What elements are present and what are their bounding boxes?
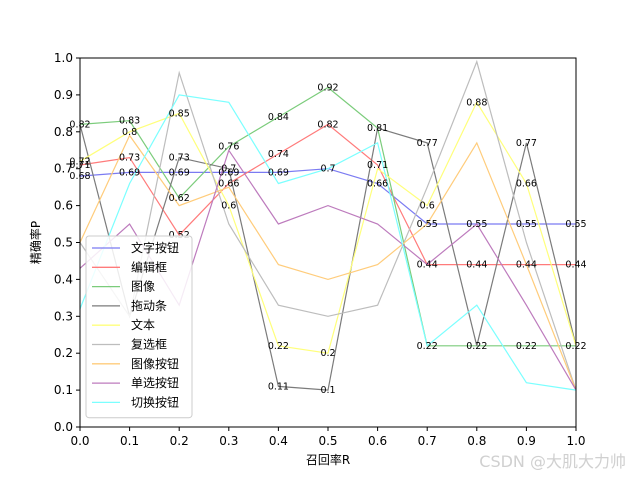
- series-layer: [79, 59, 577, 391]
- legend-entry: 图像按钮: [131, 356, 179, 371]
- data-label: 0.55: [466, 219, 487, 230]
- y-tick-label: 0.8: [54, 125, 73, 139]
- y-tick-label: 0.3: [54, 309, 73, 323]
- data-label: 0.69: [119, 167, 140, 178]
- data-label: 0.83: [119, 116, 140, 127]
- y-tick-label: 0.4: [54, 272, 73, 286]
- y-axis-label: 精确率P: [28, 221, 43, 264]
- legend-entry: 文字按钮: [131, 240, 179, 255]
- data-label: 0.11: [268, 381, 289, 392]
- data-label: 0.22: [466, 341, 487, 352]
- y-tick-label: 0.9: [54, 88, 73, 102]
- watermark: CSDN @大肌大力帅: [479, 452, 626, 471]
- legend-entry: 切换按钮: [131, 394, 179, 409]
- data-label: 0.69: [169, 167, 190, 178]
- x-tick-label: 0.3: [219, 434, 238, 448]
- data-label: 0.73: [169, 153, 190, 164]
- data-label: 0.77: [516, 138, 537, 149]
- legend-entry: 拖动条: [131, 299, 167, 313]
- data-label: 0.22: [516, 341, 537, 352]
- data-label: 0.77: [417, 138, 438, 149]
- y-tick-label: 0.6: [54, 199, 73, 213]
- data-label: 0.6: [221, 201, 236, 212]
- data-label: 0.74: [268, 149, 289, 160]
- series-line-5: [79, 101, 577, 354]
- data-label: 0.8: [122, 127, 137, 138]
- data-label: 0.7: [221, 164, 236, 175]
- data-label: 0.69: [218, 167, 239, 178]
- x-tick-label: 0.1: [120, 434, 139, 448]
- data-label: 0.76: [218, 142, 239, 153]
- data-label: 0.66: [516, 178, 537, 189]
- data-label: 0.71: [367, 160, 388, 171]
- series-line-7: [79, 134, 577, 391]
- y-tick-label: 0.5: [54, 236, 73, 250]
- legend-entry: 图像: [131, 280, 155, 294]
- x-tick-label: 1.0: [566, 434, 585, 448]
- y-tick-label: 0.0: [54, 420, 73, 434]
- data-label: 0.84: [268, 112, 289, 123]
- data-label: 0.7: [320, 164, 335, 175]
- data-label: 0.55: [516, 219, 537, 230]
- y-tick-label: 0.7: [54, 162, 73, 176]
- legend-entry: 复选框: [131, 338, 167, 352]
- x-axis-label: 召回率R: [306, 452, 350, 467]
- data-label: 0.6: [420, 201, 435, 212]
- legend-entry: 文本: [131, 317, 155, 332]
- data-label: 0.81: [367, 123, 388, 134]
- series-line-4: [79, 124, 577, 391]
- data-label: 0.69: [268, 167, 289, 178]
- legend-entry: 编辑框: [131, 259, 167, 274]
- data-label: 0.92: [317, 83, 338, 94]
- x-axis-ticks: 0.0 0.1 0.2 0.3 0.4 0.5 0.6 0.7 0.8 0.9 1.0: [70, 427, 586, 448]
- data-label: 0.73: [119, 153, 140, 164]
- series-line-6: [79, 59, 577, 391]
- y-tick-label: 0.2: [54, 346, 73, 360]
- y-tick-label: 0.1: [54, 383, 73, 397]
- x-tick-label: 0.5: [318, 434, 337, 448]
- data-label: 0.22: [268, 341, 289, 352]
- x-tick-label: 0.0: [70, 434, 89, 448]
- x-tick-label: 0.7: [418, 434, 437, 448]
- data-label: 0.44: [417, 260, 438, 271]
- x-tick-label: 0.9: [517, 434, 536, 448]
- data-label: 0.22: [417, 341, 438, 352]
- data-label: 0.85: [169, 108, 190, 119]
- data-label: 0.44: [516, 260, 537, 271]
- data-label: 0.2: [320, 348, 335, 359]
- data-label: 0.82: [317, 119, 338, 130]
- x-tick-label: 0.2: [170, 434, 189, 448]
- data-label: 0.1: [320, 385, 335, 396]
- series-line-9: [79, 94, 577, 391]
- data-label: 0.88: [466, 97, 487, 108]
- data-label: 0.66: [367, 178, 388, 189]
- x-tick-label: 0.4: [269, 434, 288, 448]
- y-axis-ticks: 0.0 0.1 0.2 0.3 0.4 0.5 0.6 0.7 0.8 0.9 1.0: [54, 51, 80, 434]
- data-label: 0.55: [417, 219, 438, 230]
- y-tick-label: 1.0: [54, 51, 73, 65]
- data-label: 0.62: [169, 193, 190, 204]
- x-tick-label: 0.8: [467, 434, 486, 448]
- data-label: 0.44: [466, 260, 487, 271]
- legend-box: [85, 235, 193, 419]
- series-line-3: [79, 86, 576, 347]
- legend-entry: 单选按钮: [131, 375, 179, 390]
- x-tick-label: 0.6: [368, 434, 387, 448]
- data-label: 0.66: [218, 178, 239, 189]
